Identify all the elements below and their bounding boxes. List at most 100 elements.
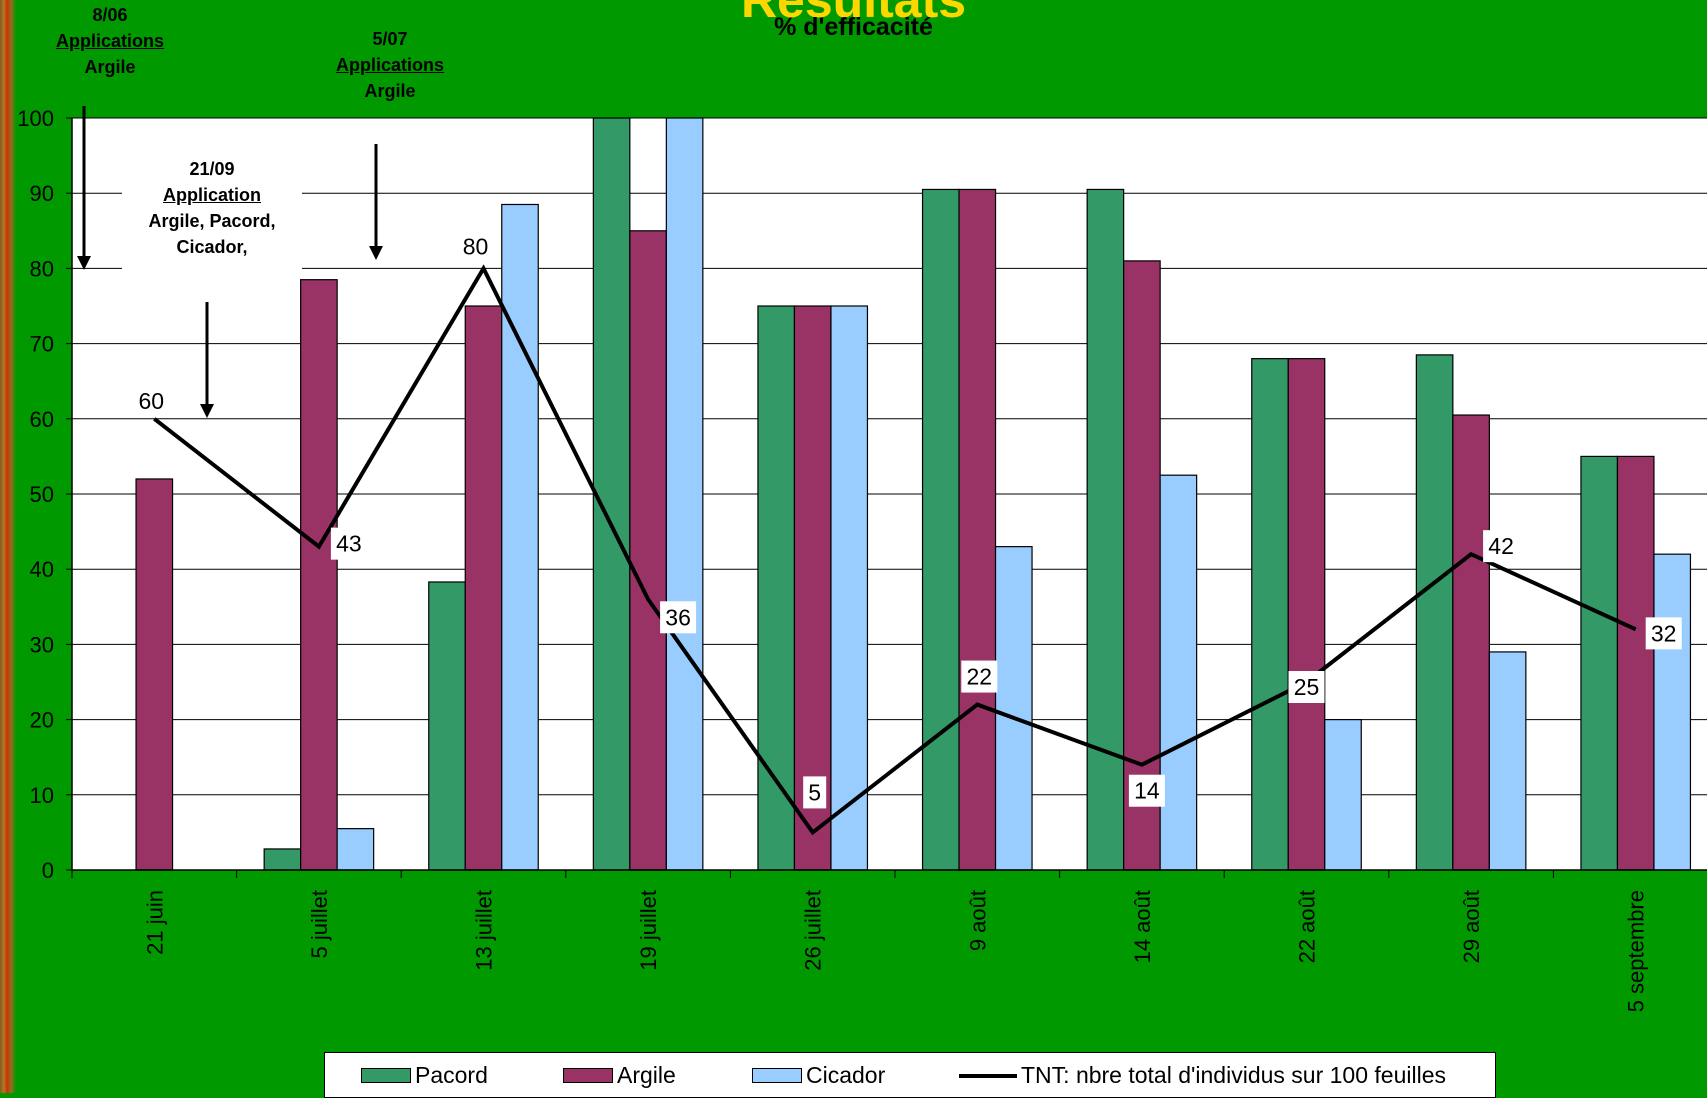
- annotation-date: 8/06: [92, 5, 128, 25]
- tnt-label: 14: [1134, 778, 1160, 804]
- bar-argile-0: [135, 478, 174, 871]
- tnt-line-labels: 60 43 80 36 5 22 14 25 42 32: [133, 230, 1682, 809]
- tnt-label: 36: [665, 604, 691, 630]
- tnt-label: 42: [1488, 533, 1514, 559]
- tnt-label-bg: [457, 230, 494, 263]
- annotation-8-06: 8/06 Applications Argile: [40, 2, 180, 80]
- y-tick-label: 80: [30, 256, 54, 281]
- tnt-label-bg: [133, 384, 170, 417]
- bar-cicador-4: [830, 305, 869, 871]
- annotation-arrows: [77, 106, 383, 418]
- legend-label: Pacord: [415, 1062, 488, 1088]
- axes: [71, 118, 1707, 878]
- bar-pacord-9: [1580, 455, 1619, 871]
- tnt-label-bg: [660, 601, 697, 634]
- bar-pacord-5: [921, 188, 960, 871]
- y-tick-label: 100: [17, 106, 54, 131]
- annotation-date: 5/07: [372, 29, 408, 49]
- bar-cicador-9: [1653, 553, 1692, 871]
- tnt-line: [153, 264, 1637, 836]
- bar-argile-8: [1452, 414, 1490, 871]
- frame-border: [0, 0, 16, 1093]
- y-tick-label: 10: [30, 783, 54, 808]
- arrow-8-06-head: [77, 256, 91, 270]
- bar-argile-1: [300, 279, 338, 871]
- legend-label: TNT: nbre total d'individus sur 100 feui…: [1021, 1062, 1446, 1088]
- annotation-detail: Argile: [364, 81, 416, 101]
- x-tick-label: 5 septembre: [1624, 890, 1649, 1012]
- bar-cicador-2: [501, 203, 539, 871]
- annotation-detail: Argile, Pacord,: [148, 211, 276, 231]
- bar-cicador-6: [1159, 474, 1198, 871]
- legend-line-tnt: [959, 1073, 1017, 1078]
- legend-label: Cicador: [806, 1062, 886, 1088]
- bar-argile-2: [464, 305, 503, 871]
- annotation-date: 21/09: [189, 159, 235, 179]
- x-tick-label: 9 août: [965, 890, 990, 951]
- legend-swatch-pacord: [361, 1068, 411, 1083]
- y-tick-label: 60: [30, 407, 54, 432]
- tnt-label-bg: [330, 527, 367, 560]
- tnt-label: 22: [967, 664, 993, 690]
- tnt-label: 60: [139, 388, 165, 414]
- arrow-21-09-head: [200, 404, 214, 418]
- annotation-heading: Applications: [335, 55, 444, 75]
- y-tick-label: 70: [30, 332, 54, 357]
- annotation-heading: Applications: [55, 31, 164, 51]
- legend-label: Argile: [617, 1062, 676, 1088]
- bar-argile-9: [1616, 455, 1655, 871]
- tnt-label: 80: [463, 233, 489, 259]
- annotation-heading: Application: [163, 185, 261, 205]
- x-tick-label: 22 août: [1295, 890, 1320, 963]
- annotation-detail: Argile: [84, 57, 136, 77]
- tnt-label: 25: [1294, 674, 1320, 700]
- x-tick-label: 13 juillet: [472, 890, 497, 971]
- arrow-5-07-head: [369, 246, 383, 260]
- bar-argile-7: [1287, 358, 1326, 871]
- bar-pacord-4: [757, 305, 796, 871]
- bar-cicador-5: [994, 546, 1033, 871]
- bar-pacord-1: [263, 848, 302, 871]
- tnt-label-bg: [961, 660, 998, 693]
- tnt-label-bg: [803, 776, 827, 809]
- x-tick-label: 19 juillet: [636, 890, 661, 971]
- x-tick-label: 29 août: [1459, 890, 1484, 963]
- bar-pacord-8: [1415, 354, 1454, 871]
- bar-cicador-8: [1488, 651, 1527, 871]
- legend-item-pacord: Pacord: [361, 1062, 488, 1089]
- tnt-label: 5: [808, 779, 821, 805]
- chart-title: Résultats: [740, 0, 967, 28]
- bar-pacord-7: [1251, 358, 1289, 871]
- tnt-label-bg: [1645, 617, 1682, 650]
- y-tick-label: 0: [42, 858, 54, 883]
- x-tick-labels: 21 juin 5 juillet 13 juillet 19 juillet 26 j…: [142, 890, 1648, 1012]
- chart-subtitle: % d'efficacité: [774, 13, 933, 41]
- y-tick-label: 40: [30, 557, 54, 582]
- y-tick-label: 90: [30, 181, 54, 206]
- bar-pacord-2: [428, 581, 466, 871]
- bar-cicador-3: [665, 117, 704, 871]
- x-tick-label: 14 août: [1130, 890, 1155, 963]
- y-tick-label: 30: [30, 632, 54, 657]
- x-tick-label: 21 juin: [142, 890, 167, 955]
- tnt-label-bg: [1288, 671, 1325, 703]
- legend-swatch-argile: [563, 1068, 613, 1083]
- annotation-detail-2: Cicador,: [176, 237, 248, 257]
- x-tick-label: 5 juillet: [307, 890, 332, 958]
- legend-item-argile: Argile: [563, 1062, 676, 1089]
- y-tick-label: 20: [30, 708, 54, 733]
- y-tick-labels: 0 10 20 30 40 50 60 70 80 90 100: [17, 106, 54, 883]
- tnt-line-layer: [153, 264, 1637, 836]
- x-tick-label: 26 juillet: [801, 890, 826, 971]
- tnt-label-bg: [1483, 530, 1520, 563]
- bar-argile-3: [629, 230, 667, 871]
- annotation-5-07: 5/07 Applications Argile: [320, 26, 460, 104]
- bars: [135, 117, 1692, 871]
- bar-argile-5: [958, 188, 997, 871]
- tnt-label: 43: [336, 531, 362, 557]
- bar-cicador-7: [1324, 718, 1362, 871]
- legend: Pacord Argile Cicador TNT: nbre total d'…: [324, 1052, 1496, 1098]
- y-tick-label: 50: [30, 482, 54, 507]
- legend-item-tnt: TNT: nbre total d'individus sur 100 feui…: [959, 1062, 1446, 1089]
